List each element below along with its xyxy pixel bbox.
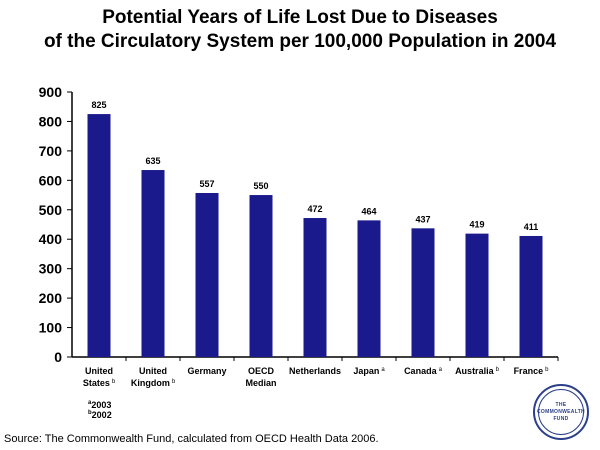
x-tick-footnote-mark: b (545, 367, 549, 373)
x-tick-label: Median (245, 378, 276, 388)
y-tick-label: 700 (39, 143, 63, 159)
y-tick-label: 200 (39, 290, 63, 306)
bar-value-label: 464 (361, 206, 376, 216)
x-tick-label: Kingdom b (131, 378, 176, 388)
x-tick-label: United (139, 366, 167, 376)
x-tick-footnote-mark: b (112, 379, 116, 385)
bar (411, 228, 435, 357)
y-tick-label: 500 (39, 202, 63, 218)
y-tick-label: 300 (39, 261, 63, 277)
commonwealth-fund-logo: THE COMMONWEALTH FUND (533, 384, 589, 440)
source-note: Source: The Commonwealth Fund, calculate… (4, 433, 379, 445)
footnote-b-mark: b (88, 410, 92, 416)
logo-text-the: THE (555, 402, 567, 408)
bar-value-label: 411 (524, 222, 539, 232)
x-tick-label: Japan a (353, 366, 385, 376)
bar-value-label: 557 (199, 179, 214, 189)
bar (303, 218, 327, 357)
chart-title-line-2: of the Circulatory System per 100,000 Po… (43, 31, 557, 52)
bar (87, 114, 111, 357)
x-tick-label: Australia b (455, 366, 500, 376)
y-tick-label: 800 (39, 113, 63, 129)
footnote-a-text: 2003 (91, 400, 112, 410)
bar-value-label: 437 (415, 214, 430, 224)
x-tick-label: OECD (248, 366, 275, 376)
footnote-b: b2002 (88, 410, 112, 420)
x-tick-label: Netherlands (289, 366, 341, 376)
x-tick-footnote-mark: b (172, 379, 176, 385)
logo-text-commonwealth: COMMONWEALTH (537, 409, 585, 415)
footnote-a: a2003 (88, 400, 111, 410)
chart-title-line-1: Potential Years of Life Lost Due to Dise… (102, 7, 498, 28)
bar-value-label: 635 (145, 156, 160, 166)
x-tick-footnote-mark: a (381, 367, 385, 373)
x-tick-label: United (85, 366, 113, 376)
y-tick-label: 100 (39, 320, 63, 336)
bar (519, 235, 543, 357)
footnote-a-mark: a (88, 400, 92, 406)
bar (357, 220, 381, 357)
x-tick-label: Canada a (404, 366, 443, 376)
bar-value-label: 825 (91, 100, 106, 110)
y-tick-label: 400 (39, 231, 63, 247)
x-tick-label: France b (514, 366, 550, 376)
x-tick-label: States b (83, 378, 116, 388)
bar-value-label: 419 (469, 220, 484, 230)
y-tick-label: 0 (54, 349, 62, 365)
bar (465, 233, 489, 357)
bar (141, 170, 165, 357)
x-tick-footnote-mark: a (439, 367, 443, 373)
logo-inner-ring (538, 389, 584, 435)
y-tick-label: 600 (39, 172, 63, 188)
bar (195, 192, 219, 357)
bar-chart: 0 100 200 300 400 500 600 700 800 900 825 United Sta… (39, 84, 559, 388)
footnote-b-text: 2002 (91, 410, 112, 420)
x-tick-label: Germany (187, 366, 226, 376)
x-tick-footnote-mark: b (496, 367, 500, 373)
bar-value-label: 550 (253, 181, 268, 191)
bar-value-label: 472 (307, 204, 322, 214)
y-tick-label: 900 (39, 84, 63, 100)
logo-text-fund: FUND (553, 416, 569, 422)
bar (249, 195, 273, 357)
